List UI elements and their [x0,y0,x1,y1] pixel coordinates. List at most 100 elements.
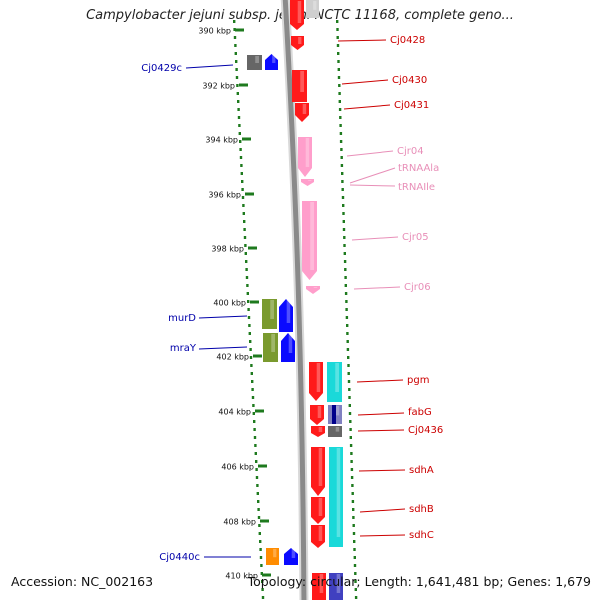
gene-label-pgm[interactable]: pgm [407,375,429,386]
tick-dot [344,268,347,271]
gene-cjr06-feature [306,286,320,294]
tick-dot [349,444,353,447]
gene-label-sdhc[interactable]: sdhC [409,530,434,541]
leader-line-cj0429c [185,64,234,69]
tick-dot [236,92,239,95]
tick-dot [241,196,245,199]
tick-dot [336,28,339,31]
gene-cj0440c-orange-feature [266,548,279,565]
tick-dot [342,220,345,223]
tick-dot [337,60,340,63]
gene-label-cj0429c[interactable]: Cj0429c [141,63,182,74]
gene-label-fabg[interactable]: fabG [408,407,432,418]
tick-dot [346,332,349,335]
tick-dot [260,564,263,567]
tick-dot [341,180,344,183]
gene-sdhc-feature [311,525,325,548]
gene-label-trnaala[interactable]: tRNAAla [398,163,439,174]
gene-label-cj0428[interactable]: Cj0428 [390,35,425,46]
tick-dot [253,436,257,439]
tick-dot [253,420,256,423]
tick-dot [258,532,261,535]
gene-label-murd[interactable]: murD [168,313,196,324]
tick-dot [256,492,259,495]
tick-dot [238,132,241,135]
gene-label-cj0431[interactable]: Cj0431 [394,100,429,111]
tick-dot [350,460,353,463]
gene-grey-top-feature [306,0,319,18]
tick-dot [338,84,341,87]
tick-mark [260,519,269,523]
tick-dot [353,564,357,567]
tick-dot [258,524,261,527]
gene-label-cjr05[interactable]: Cjr05 [402,232,429,243]
tick-dot [340,156,343,159]
tick-dot [235,76,239,79]
gene-cj0440c-feature [284,548,298,565]
tick-dot [244,244,247,247]
tick-dot [233,20,236,23]
leader-line-cjr06 [353,286,401,290]
tick-mark [248,246,257,250]
tick-dot [240,172,243,175]
tick-dot [253,428,256,431]
gene-sdha-feature [311,447,325,496]
tick-dot [351,484,354,487]
tick-mark [250,300,259,304]
tick-dot [347,372,350,375]
tick-dot [339,140,343,143]
tick-dot [241,180,244,183]
leader-line-cj0436 [357,429,405,432]
gene-label-sdha[interactable]: sdhA [409,465,434,476]
tick-dot [248,332,251,335]
gene-label-cj0430[interactable]: Cj0430 [392,75,427,86]
tick-dot [338,100,341,103]
tick-dot [338,92,341,95]
gene-label-trnaile[interactable]: tRNAIle [398,182,435,193]
gene-label-cjr04[interactable]: Cjr04 [397,146,424,157]
gene-label-cjr06[interactable]: Cjr06 [404,282,431,293]
tick-dot [249,340,252,343]
leader-line-fabg [357,412,405,416]
tick-dot [250,364,253,367]
leader-line-sdhb [359,508,406,513]
tick-label-404: 404 kbp [218,408,251,417]
tick-dot [337,52,340,55]
tick-dot [344,276,347,279]
tick-dot [236,84,239,87]
tick-label-390: 390 kbp [198,27,231,36]
tick-dot [250,372,253,375]
gene-cyan-pgm-feature [327,362,342,402]
tick-label-392: 392 kbp [202,82,235,91]
tick-dot [257,508,260,511]
tick-dot [352,532,356,535]
tick-dot [346,324,349,327]
gene-label-cj0436[interactable]: Cj0436 [408,425,443,436]
gene-cj0436-lane-feature [328,426,342,437]
tick-dot [247,300,250,303]
tick-dot [242,212,245,215]
tick-dot [240,164,243,167]
tick-dot [233,28,236,31]
tick-dot [342,212,345,215]
gene-mray-feature [281,333,295,362]
leader-line-pgm [356,379,404,383]
tick-dot [346,340,349,343]
gene-label-cj0440c[interactable]: Cj0440c [159,552,200,563]
tick-dot [237,100,240,103]
tick-dot [252,412,255,415]
leader-line-sdha [358,469,406,472]
gene-murd-feature [279,299,293,332]
tick-dot [354,580,357,583]
gene-murd-olive-feature [262,299,277,329]
tick-dot [353,540,356,543]
leader-line-murd [198,315,248,319]
gene-label-sdhb[interactable]: sdhB [409,504,434,515]
tick-mark [262,573,271,577]
tick-dot [241,188,244,191]
tick-dot [235,68,238,71]
gene-label-mray[interactable]: mraY [170,343,197,354]
gene-cj0430-feature [292,70,307,102]
tick-label-400: 400 kbp [213,299,246,308]
